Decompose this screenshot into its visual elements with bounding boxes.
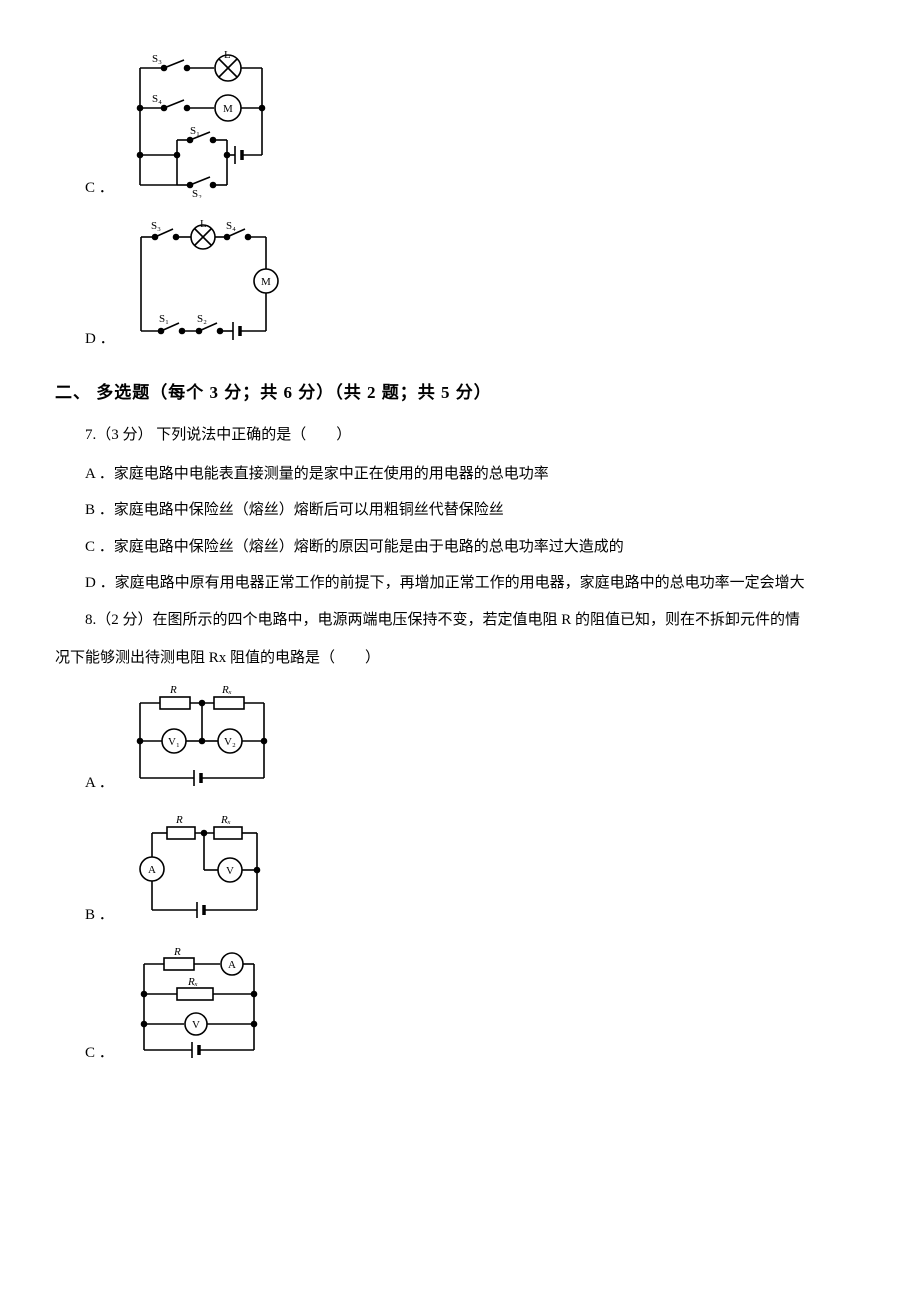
label-s3: S₃ [152, 53, 162, 65]
label-s1: S₁ [159, 313, 169, 325]
option-d-letter: D ． [85, 325, 115, 360]
label-l: L [200, 219, 207, 230]
label-s4: S₄ [226, 220, 236, 232]
q7-choice-a: A ．家庭电路中电能表直接测量的是家中正在使用的用电器的总电功率 [55, 460, 865, 489]
q8-option-b-row: B ． [55, 815, 865, 936]
q7-choice-d: D ．家庭电路中原有用电器正常工作的前提下，再增加正常工作的用电器，家庭电路中的… [55, 569, 865, 598]
q8-stem-l1: 8.（2 分）在图所示的四个电路中，电源两端电压保持不变，若定值电阻 R 的阻值… [55, 606, 865, 635]
label-s3: S₃ [151, 220, 161, 232]
label-s2: S₂ [192, 188, 202, 198]
label-r: R [175, 815, 183, 826]
label-v: V [192, 1019, 200, 1031]
q8-option-a-row: A ． [55, 683, 865, 804]
label-s2: S₂ [197, 313, 207, 325]
label-rx: Rₓ [221, 684, 232, 696]
label-a: A [148, 864, 156, 876]
q8-option-c-diagram: R Rₓ A V [122, 948, 272, 1074]
q8-option-a-letter: A ． [85, 769, 114, 804]
label-l: L [224, 50, 231, 61]
option-d-row: D ． [55, 219, 865, 360]
label-r: R [173, 948, 181, 958]
label-rx: Rₓ [220, 815, 231, 826]
q7-choice-b: B ．家庭电路中保险丝（熔丝）熔断后可以用粗铜丝代替保险丝 [55, 496, 865, 525]
q8-option-c-letter: C ． [85, 1039, 114, 1074]
label-s1: S₁ [190, 125, 200, 137]
q8-stem-l2: 况下能够测出待测电阻 Rx 阻值的电路是（ ） [55, 644, 865, 673]
q8-option-c-row: C ． [55, 948, 865, 1074]
label-v1: V₁ [168, 736, 180, 748]
label-v: V [226, 865, 234, 877]
q7-stem: 7.（3 分） 下列说法中正确的是（ ） [55, 421, 865, 450]
label-a: A [228, 959, 236, 971]
label-m: M [223, 103, 233, 115]
q8-option-b-letter: B ． [85, 901, 114, 936]
option-c-letter: C ． [85, 174, 114, 209]
label-r: R [169, 684, 177, 696]
label-v2: V₂ [224, 736, 236, 748]
label-m: M [261, 276, 271, 288]
label-rx: Rₓ [187, 976, 198, 988]
q8-option-b-diagram: R Rₓ A V [122, 815, 272, 936]
q8-option-a-diagram: R Rₓ V₁ V₂ [122, 683, 282, 804]
option-c-diagram: S₃ L S₄ M S₁ S₂ [122, 50, 282, 209]
label-s4: S₄ [152, 93, 162, 105]
q7-choice-c: C ．家庭电路中保险丝（熔丝）熔断的原因可能是由于电路的总电功率过大造成的 [55, 533, 865, 562]
option-d-diagram: S₃ L S₄ M S₁ S₂ [123, 219, 283, 360]
section-2-header: 二、 多选题（每个 3 分；共 6 分）（共 2 题；共 5 分） [55, 377, 865, 409]
option-c-row: C ． [55, 50, 865, 209]
